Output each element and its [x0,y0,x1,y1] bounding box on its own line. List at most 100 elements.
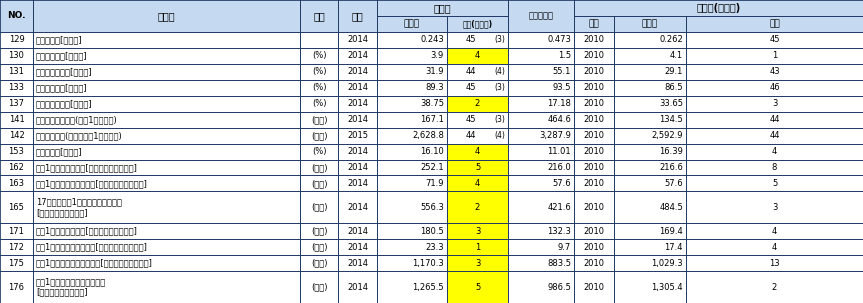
Bar [614,64,686,80]
Bar [338,0,377,32]
Bar [300,271,338,303]
Bar [0,80,33,96]
Bar [508,128,574,144]
Bar [447,144,508,159]
Text: 89.3: 89.3 [425,83,444,92]
Text: 8: 8 [772,163,778,172]
Text: 2010: 2010 [583,163,604,172]
Text: 2014: 2014 [347,259,368,268]
Bar [574,16,614,32]
Text: 252.1: 252.1 [420,163,444,172]
Text: 2014: 2014 [347,227,368,236]
Bar [300,223,338,239]
Text: 3: 3 [475,259,480,268]
Text: 172: 172 [9,243,24,252]
Text: 経常収支比率[県財政]: 経常収支比率[県財政] [36,83,88,92]
Text: 153: 153 [9,147,24,156]
Bar [447,96,508,112]
Text: 45: 45 [465,115,476,124]
Text: 順位(下から): 順位(下から) [463,19,493,28]
Bar [574,191,614,223]
Text: 2014: 2014 [347,35,368,45]
Bar [574,0,863,16]
Text: 162: 162 [9,163,24,172]
Text: 2010: 2010 [583,115,604,124]
Text: 43: 43 [769,67,780,76]
Text: 44: 44 [769,115,780,124]
Text: 86.5: 86.5 [665,83,683,92]
Bar [377,96,447,112]
Bar [614,239,686,255]
Text: 1.5: 1.5 [557,52,571,60]
Bar [614,80,686,96]
Bar [686,32,863,48]
Text: 参考値(鳥取県): 参考値(鳥取県) [696,3,740,13]
Bar [33,239,300,255]
Bar [508,271,574,303]
Bar [0,64,33,80]
Text: 45: 45 [465,83,476,92]
Bar [614,223,686,239]
Text: (%): (%) [312,83,326,92]
Bar [338,271,377,303]
Text: 13: 13 [769,259,780,268]
Text: 5: 5 [475,283,480,291]
Bar [338,191,377,223]
Text: 5: 5 [475,163,480,172]
Text: 134.5: 134.5 [659,115,683,124]
Bar [447,32,508,48]
Text: 0.262: 0.262 [659,35,683,45]
Text: 4: 4 [475,52,480,60]
Bar [377,112,447,128]
Bar [447,48,508,64]
Bar [33,32,300,48]
Text: (%): (%) [312,99,326,108]
Bar [300,96,338,112]
Bar [574,144,614,159]
Text: 484.5: 484.5 [659,203,683,212]
Bar [377,159,447,175]
Text: 44: 44 [465,67,476,76]
Text: 生徒1人当たり公立高等学校費
[県・市町村財政合計]: 生徒1人当たり公立高等学校費 [県・市町村財政合計] [36,277,106,297]
Text: 2014: 2014 [347,163,368,172]
Text: 人口1人当たり社会福祉費[県・市町村財政合計]: 人口1人当たり社会福祉費[県・市町村財政合計] [36,179,148,188]
Bar [508,223,574,239]
Text: 5: 5 [772,179,777,188]
Text: 131: 131 [9,67,24,76]
Bar [300,191,338,223]
Bar [686,128,863,144]
Text: 130: 130 [9,52,24,60]
Text: 2014: 2014 [347,67,368,76]
Text: 2010: 2010 [583,147,604,156]
Text: 137: 137 [9,99,24,108]
Text: 4.1: 4.1 [670,52,683,60]
Bar [508,255,574,271]
Bar [447,112,508,128]
Text: 2010: 2010 [583,179,604,188]
Bar [614,32,686,48]
Bar [300,80,338,96]
Text: 2014: 2014 [347,179,368,188]
Text: 71.9: 71.9 [425,179,444,188]
Text: 年度: 年度 [351,11,363,21]
Text: 3: 3 [772,99,778,108]
Bar [338,112,377,128]
Bar [574,271,614,303]
Text: 指標値: 指標値 [404,19,420,28]
Bar [574,80,614,96]
Text: 2014: 2014 [347,115,368,124]
Bar [33,96,300,112]
Text: 国税徴収決定済額(人口1人当たり): 国税徴収決定済額(人口1人当たり) [36,115,117,124]
Text: 2014: 2014 [347,99,368,108]
Bar [33,128,300,144]
Bar [33,0,300,32]
Bar [300,128,338,144]
Bar [0,239,33,255]
Bar [508,64,574,80]
Bar [574,159,614,175]
Bar [574,255,614,271]
Text: 2014: 2014 [347,243,368,252]
Text: 44: 44 [769,131,780,140]
Bar [686,255,863,271]
Text: 実質収支比率[県財政]: 実質収支比率[県財政] [36,52,88,60]
